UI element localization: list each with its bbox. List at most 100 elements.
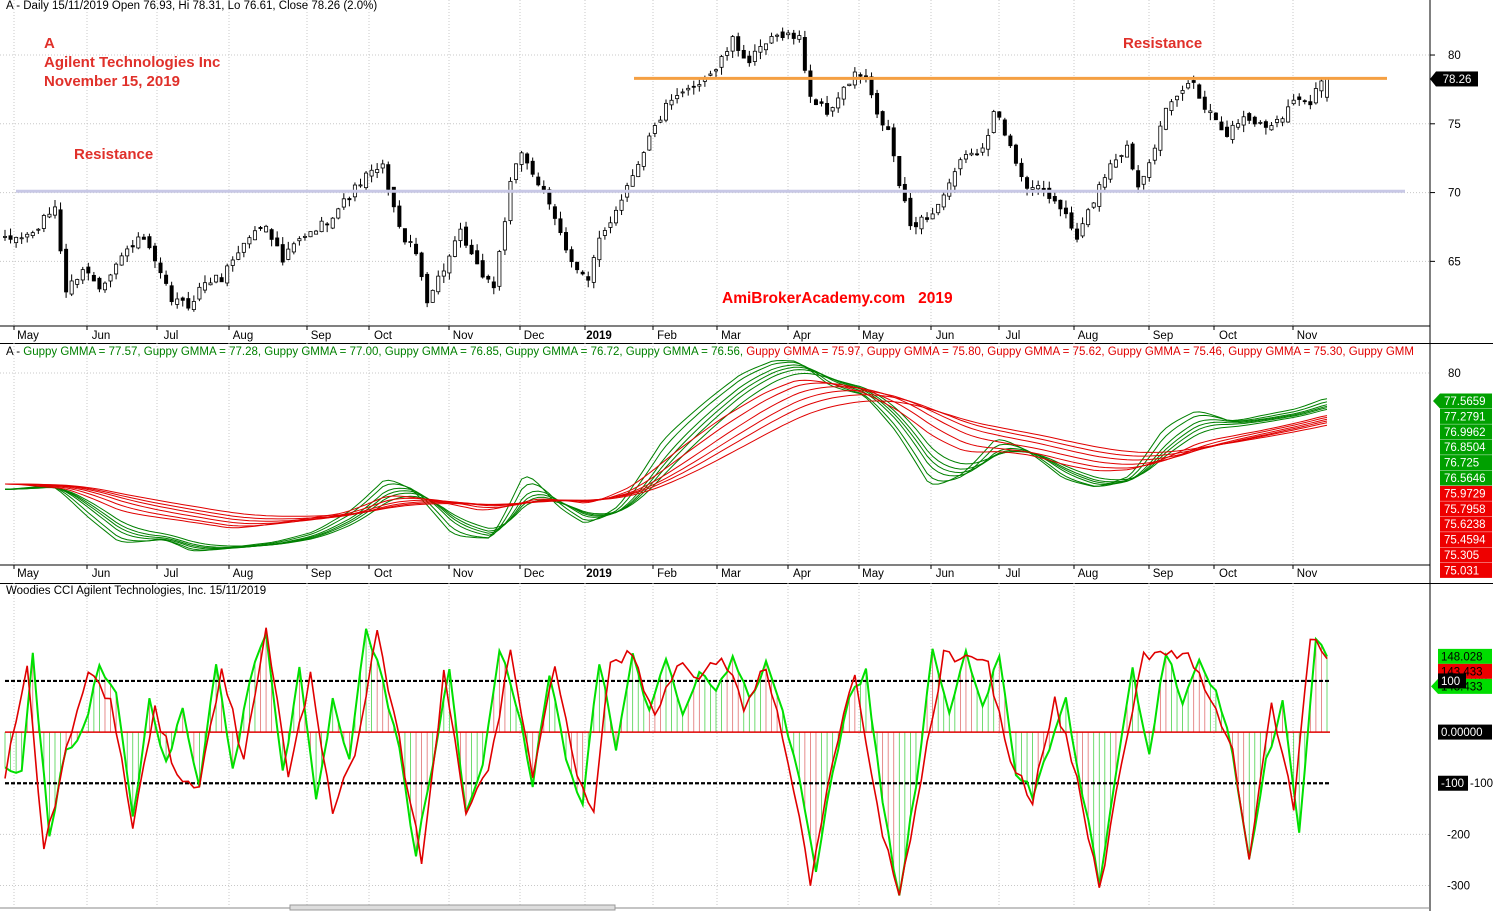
y-tick-label: -200 <box>1447 829 1470 841</box>
gmma-legend-item: Guppy GMM <box>1348 346 1414 358</box>
candle <box>114 262 119 280</box>
candle <box>991 109 996 134</box>
gmma-long-line <box>5 386 1328 525</box>
candle <box>786 29 791 40</box>
bottom-scrollbar[interactable] <box>0 904 1430 911</box>
gmma-legend-item: Guppy GMMA = 75.30, <box>1228 346 1349 358</box>
candle <box>275 231 280 247</box>
candle <box>1247 111 1252 125</box>
candle <box>686 84 691 96</box>
cci-header: Woodies CCI Agilent Technologies, Inc. 1… <box>6 585 267 597</box>
candle <box>552 203 557 226</box>
candle <box>436 270 441 295</box>
candle <box>1319 77 1324 98</box>
candle <box>1236 119 1241 130</box>
candle <box>252 226 257 241</box>
candle <box>919 214 924 235</box>
candle <box>525 152 530 170</box>
cci-lines <box>4 627 1328 896</box>
candle <box>986 128 991 157</box>
y-tick-label: -300 <box>1447 881 1470 893</box>
y-tick-label: 80 <box>1448 368 1461 380</box>
candle <box>1269 122 1274 131</box>
gmma-grid <box>0 343 1430 565</box>
candle <box>1102 174 1107 193</box>
candle <box>502 217 507 256</box>
x-tick-label: Jul <box>164 330 179 342</box>
gmma-legend-item: Guppy GMMA = 75.80, <box>866 346 988 358</box>
candle <box>158 257 163 279</box>
candle <box>480 253 485 279</box>
last-price-badge: 78.26 <box>1430 71 1478 87</box>
x-tick-label: Jul <box>164 568 179 580</box>
cci-value-text: 0.00000 <box>1441 727 1483 739</box>
y-tick-label: 65 <box>1448 256 1461 268</box>
candle <box>291 241 296 255</box>
x-tick-label: Nov <box>453 568 474 580</box>
candle <box>441 263 446 284</box>
x-tick-label: Feb <box>657 330 677 342</box>
gmma-long-line <box>5 400 1328 517</box>
cci-value-badge: 100 <box>1438 673 1466 689</box>
gmma-legend-item: Guppy GMMA = 75.97, <box>746 346 867 358</box>
candle <box>169 281 174 306</box>
candle <box>1280 116 1285 127</box>
candle <box>1069 206 1074 231</box>
x-tick-label: Nov <box>453 330 474 342</box>
gmma-value-text: 77.2791 <box>1444 411 1486 423</box>
candle <box>575 261 580 274</box>
candle <box>736 32 741 57</box>
x-tick-label: Aug <box>1078 330 1098 342</box>
candle <box>408 234 413 248</box>
candle <box>214 274 219 284</box>
candle <box>380 159 385 174</box>
candle <box>813 98 818 106</box>
candle <box>1175 95 1180 107</box>
gmma-value-text: 75.4594 <box>1444 535 1486 547</box>
x-tick-label: Oct <box>1219 568 1238 580</box>
candle <box>202 275 207 294</box>
gmma-legend-item: Guppy GMMA = 77.57, <box>23 346 144 358</box>
gmma-legend-item: Guppy GMMA = 76.85, <box>384 346 506 358</box>
y-tick-label: -100 <box>1470 778 1493 790</box>
candle <box>464 221 469 249</box>
price-header: A - Daily 15/11/2019 Open 76.93, Hi 78.3… <box>6 0 378 12</box>
candle <box>58 202 63 254</box>
candle <box>30 230 35 239</box>
x-tick-label: Mar <box>721 330 741 342</box>
candle <box>208 277 213 286</box>
cci-line <box>4 628 1328 896</box>
candle <box>1141 175 1146 190</box>
candle <box>230 256 235 272</box>
candle <box>880 110 885 132</box>
gmma-value-text: 76.9962 <box>1444 427 1486 439</box>
candle <box>219 273 224 283</box>
candle <box>191 295 196 312</box>
cci-value-text: -100 <box>1441 778 1464 790</box>
x-tick-label: Apr <box>793 330 811 342</box>
gmma-x-axis: May Jun Jul Aug Sep Oct Nov Dec 2019 Feb Mar Apr May… <box>13 565 1317 580</box>
candle <box>591 254 596 289</box>
candle <box>1008 133 1013 148</box>
candle <box>414 237 419 256</box>
candle <box>936 203 941 216</box>
x-tick-label: May <box>862 330 884 342</box>
candle <box>8 228 13 244</box>
x-tick-label: Apr <box>793 568 811 580</box>
price-x-axis: May Jun Jul Aug Sep Oct Nov Dec 2019 Feb Mar Apr May… <box>13 326 1318 342</box>
candle <box>1130 141 1135 171</box>
cci-chart: -200-300100-100 148.028143.433143.433100… <box>0 583 1493 911</box>
note-date: November 15, 2019 <box>44 73 180 90</box>
resistance-label-left: Resistance <box>74 146 154 163</box>
candle <box>619 194 624 216</box>
candle <box>947 178 952 201</box>
candle <box>719 54 724 75</box>
candle <box>69 274 74 297</box>
candle <box>1258 120 1263 125</box>
cci-value-text: 100 <box>1441 676 1460 688</box>
price-y-axis: 65 70 75 80 <box>1430 50 1461 268</box>
gmma-legend-item: Guppy GMMA = 77.00, <box>264 346 385 358</box>
x-tick-label: Nov <box>1297 330 1318 342</box>
x-tick-label: Mar <box>721 568 741 580</box>
candle <box>236 245 241 261</box>
